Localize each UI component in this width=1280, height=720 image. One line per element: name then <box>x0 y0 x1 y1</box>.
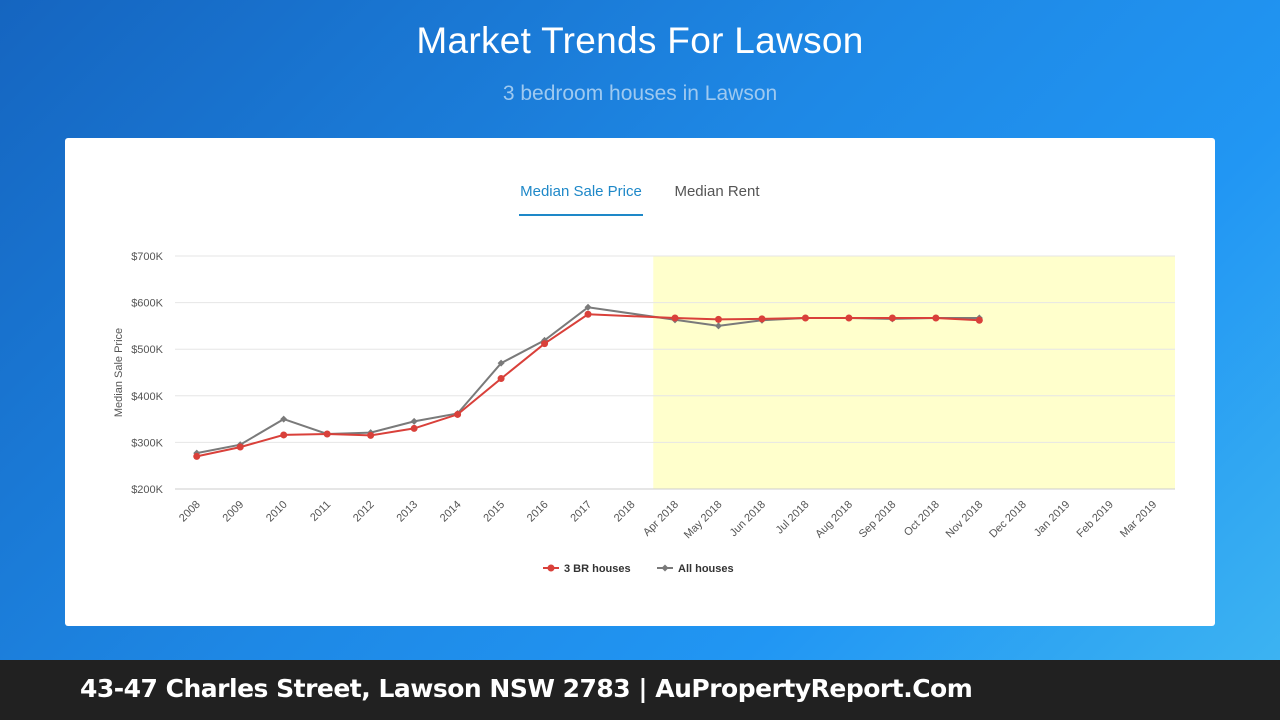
x-tick-label: Jun 2018 <box>728 499 768 539</box>
chart-tabs: Median Sale Price Median Rent <box>65 182 1215 218</box>
y-tick-label: $300K <box>131 437 163 449</box>
y-tick-label: $600K <box>131 298 163 310</box>
tab-median-sale-price[interactable]: Median Sale Price <box>519 182 643 216</box>
data-point-3br <box>714 315 722 323</box>
y-tick-label: $700K <box>131 251 163 263</box>
x-tick-label: Feb 2019 <box>1075 499 1116 540</box>
data-point-3br <box>845 314 853 322</box>
data-point-3br <box>671 314 679 322</box>
legend-label: All houses <box>678 563 734 575</box>
x-tick-label: 2008 <box>177 499 203 525</box>
data-point-all <box>584 303 592 311</box>
x-tick-label: 2009 <box>221 499 247 525</box>
data-point-3br <box>497 375 505 383</box>
x-tick-label: 2015 <box>481 499 507 525</box>
footer-address: 43-47 Charles Street, Lawson NSW 2783 | … <box>80 674 973 703</box>
y-axis-label: Median Sale Price <box>113 328 125 417</box>
chart-legend: 3 BR houses All houses <box>543 563 734 575</box>
page-subtitle: 3 bedroom houses in Lawson <box>502 82 778 105</box>
data-point-3br <box>975 316 983 324</box>
x-tick-label: 2012 <box>351 499 377 525</box>
data-point-3br <box>584 310 592 318</box>
footer-bar: 43-47 Charles Street, Lawson NSW 2783 | … <box>0 660 1280 720</box>
data-point-3br <box>758 315 766 323</box>
x-tick-label: Oct 2018 <box>902 499 942 539</box>
data-point-3br <box>410 424 418 432</box>
forecast-highlight-band <box>653 256 1175 489</box>
x-tick-label: Sep 2018 <box>857 499 899 541</box>
data-point-all <box>410 417 418 425</box>
data-point-3br <box>236 443 244 451</box>
x-tick-label: Aug 2018 <box>813 499 855 541</box>
y-tick-label: $400K <box>131 391 163 403</box>
data-point-all <box>497 359 505 367</box>
x-tick-label: Nov 2018 <box>944 499 986 541</box>
x-tick-label: Jul 2018 <box>774 499 812 537</box>
series-line-3br <box>196 313 980 458</box>
x-tick-label: 2014 <box>438 499 464 525</box>
chart-card: Median Sale Price Median Rent $200K $300K… <box>65 138 1215 626</box>
legend-marker <box>661 564 669 572</box>
x-tick-label: 2011 <box>308 499 333 524</box>
data-point-3br <box>193 452 201 460</box>
data-point-3br <box>801 314 809 322</box>
y-tick-label: $500K <box>131 344 163 356</box>
data-point-3br <box>367 431 375 439</box>
data-point-3br <box>888 314 896 322</box>
x-tick-label: May 2018 <box>682 499 725 542</box>
x-tick-label: Apr 2018 <box>641 499 681 539</box>
price-line-chart: $200K $300K $400K $500K $600K $700K Median Sal… <box>113 251 1175 575</box>
x-tick-label: Dec 2018 <box>987 499 1029 541</box>
legend-label: 3 BR houses <box>564 563 631 575</box>
x-tick-label: 2016 <box>525 499 551 525</box>
x-tick-label: 2013 <box>394 499 420 525</box>
data-point-3br <box>541 340 549 348</box>
data-point-all <box>280 415 288 423</box>
x-tick-label: Jan 2019 <box>1032 499 1072 539</box>
tab-median-rent[interactable]: Median Rent <box>674 183 760 200</box>
data-point-3br <box>323 430 331 438</box>
data-point-3br <box>454 410 462 418</box>
x-tick-label: 2017 <box>568 499 594 525</box>
x-tick-label: Mar 2019 <box>1118 499 1159 540</box>
data-point-3br <box>932 314 940 322</box>
data-point-3br <box>280 431 288 439</box>
y-tick-label: $200K <box>131 484 163 496</box>
data-point-all <box>714 322 722 330</box>
legend-marker <box>547 564 555 572</box>
x-tick-label: 2010 <box>264 499 290 525</box>
x-tick-label: 2018 <box>612 499 638 525</box>
page-title: Market Trends For Lawson <box>416 20 864 61</box>
